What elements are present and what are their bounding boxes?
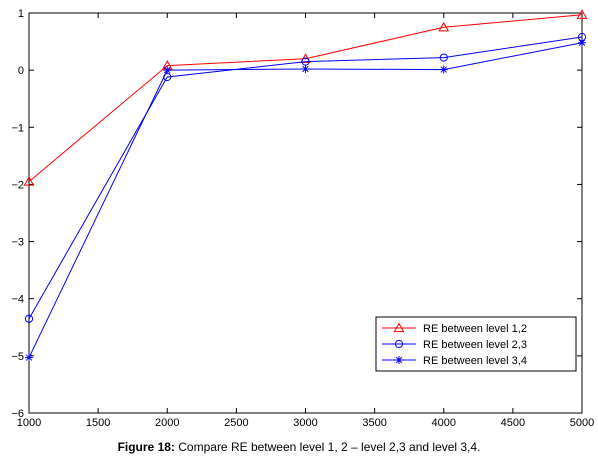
y-tick-label: −3 [11,237,24,249]
series-3 [25,38,586,362]
x-tick-label: 3500 [362,417,386,429]
series-line [28,42,583,358]
y-tick-label: −1 [11,122,24,134]
x-tick-label: 4500 [501,417,525,429]
data-point [576,9,588,19]
marker-stroke [440,66,447,73]
legend-marker [394,339,404,349]
series-2 [24,32,587,323]
figure-caption: Figure 18: Compare RE between level 1, 2… [0,440,598,454]
marker-stroke [578,39,586,46]
legend-label: RE between level 3,4 [423,355,527,367]
caption-text: Compare RE between level 1, 2 – level 2,… [174,440,481,454]
data-point [438,21,450,32]
x-tick-label: 2000 [155,417,179,429]
legend-item: RE between level 2,3 [382,339,527,351]
legend-marker [395,356,403,364]
x-tick-label: 4000 [432,417,456,429]
series-layer [23,9,588,362]
x-tick-label: 3000 [293,417,317,429]
legend-marker [393,322,405,333]
series-line [28,14,583,182]
data-point [439,65,448,74]
x-tick-label: 5000 [570,417,594,429]
y-tick-label: 0 [18,65,24,77]
data-point [301,65,310,73]
data-point [163,66,172,75]
data-point [23,176,35,186]
caption-label: Figure 18: [117,440,175,454]
legend-item: RE between level 1,2 [382,322,527,335]
data-point [578,38,586,47]
marker-stroke [25,354,33,361]
x-tick-label: 1500 [86,417,110,429]
y-tick-label: −2 [11,179,24,191]
data-point [24,314,34,323]
legend-label: RE between level 1,2 [423,323,527,335]
y-tick-label: −6 [11,408,24,420]
legend-item: RE between level 3,4 [382,355,527,367]
marker-stroke [164,66,171,74]
y-tick-label: −4 [11,294,24,306]
marker-stroke [395,356,403,364]
marker-stroke [302,65,309,73]
series-1 [23,9,588,186]
y-tick-label: −5 [11,351,24,363]
data-point [439,53,448,62]
data-point [25,353,33,362]
x-tick-label: 1000 [17,417,41,429]
series-line [28,36,583,319]
axes: 1000 1500 2000 2500 3000 3500 4000 4500 5000 1 0 −1… [11,8,594,429]
y-tick-label: 1 [18,8,24,20]
legend: RE between level 1,2 RE between level 2,3… [375,316,577,372]
legend-label: RE between level 2,3 [423,339,527,351]
x-tick-label: 2500 [224,417,248,429]
